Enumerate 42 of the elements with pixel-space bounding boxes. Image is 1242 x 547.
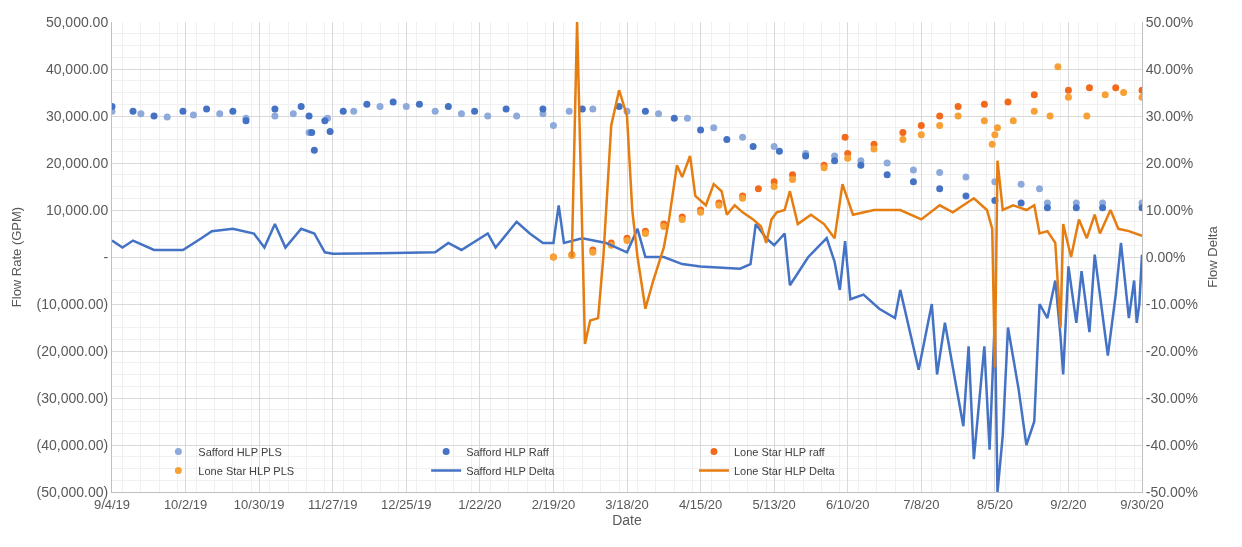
legend-label: Safford HLP Raff: [466, 445, 550, 458]
x-tick-label: 12/25/19: [380, 496, 432, 512]
y-tick-label: 20,000.00: [45, 154, 109, 171]
y-tick-label: 40,000.00: [45, 60, 109, 77]
y2-tick-label: -20.00%: [1145, 342, 1198, 359]
y2-axis-title: Flow Delta: [1204, 225, 1220, 288]
y-tick-label: (20,000.00): [36, 342, 109, 359]
y2-tick-label: 50.00%: [1145, 13, 1194, 30]
y2-tick-label: -10.00%: [1145, 295, 1198, 312]
legend-label: Lone Star HLP raff: [733, 445, 826, 458]
x-tick-label: 3/18/20: [605, 496, 649, 512]
x-axis-title: Date: [612, 511, 642, 528]
y-tick-label: (10,000.00): [36, 295, 109, 312]
x-tick-label: 10/2/19: [163, 496, 208, 512]
legend-label: Lone Star HLP PLS: [198, 464, 295, 477]
x-tick-label: 10/30/19: [233, 496, 285, 512]
x-tick-label: 5/13/20: [752, 496, 796, 512]
y-axis-title: Flow Rate (GPM): [8, 206, 24, 308]
y2-tick-label: 30.00%: [1145, 107, 1194, 124]
x-tick-label: 2/19/20: [531, 496, 576, 512]
x-tick-label: 11/27/19: [307, 496, 358, 512]
x-tick-label: 4/15/20: [678, 496, 723, 512]
y2-tick-label: -30.00%: [1145, 389, 1198, 406]
y2-tick-label: 0.00%: [1145, 248, 1186, 265]
legend-label: Safford HLP PLS: [198, 445, 282, 458]
y-tick-label: -: [103, 248, 109, 265]
x-tick-label: 9/2/20: [1050, 496, 1087, 512]
legend-label: Safford HLP Delta: [466, 464, 556, 477]
y-tick-label: (30,000.00): [36, 389, 109, 406]
y-tick-label: 50,000.00: [45, 13, 109, 30]
x-tick-label: 6/10/20: [826, 496, 870, 512]
y2-tick-label: -40.00%: [1145, 436, 1198, 453]
x-tick-label: 8/5/20: [976, 496, 1013, 512]
y2-tick-label: 10.00%: [1145, 201, 1194, 218]
y-tick-label: (40,000.00): [36, 436, 109, 453]
x-tick-label: 1/22/20: [458, 496, 502, 512]
legend-label: Lone Star HLP Delta: [733, 464, 836, 477]
y2-tick-label: 20.00%: [1145, 154, 1194, 171]
x-tick-label: 7/8/20: [903, 496, 940, 512]
y-tick-label: 10,000.00: [45, 201, 109, 218]
y-tick-label: 30,000.00: [45, 107, 109, 124]
y2-tick-label: 40.00%: [1145, 60, 1194, 77]
